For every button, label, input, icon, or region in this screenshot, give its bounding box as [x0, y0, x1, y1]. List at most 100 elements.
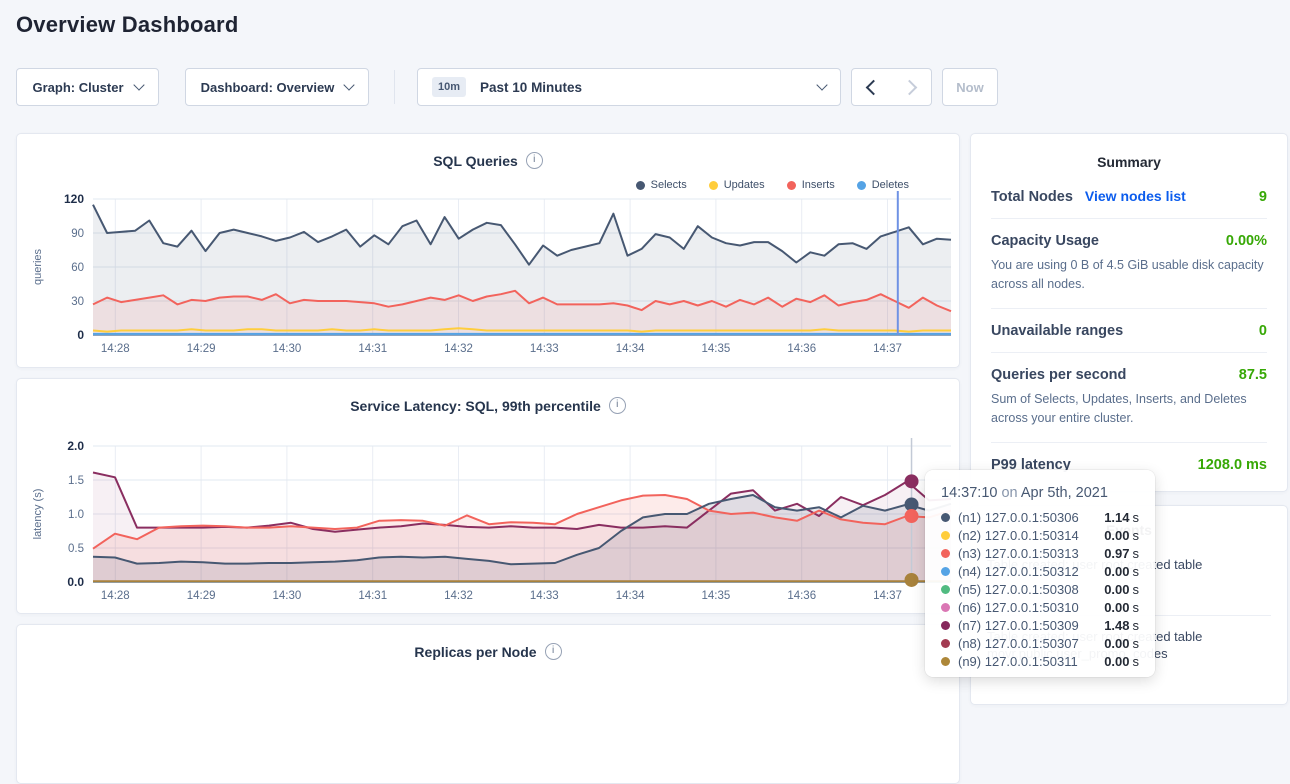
series-dot-icon	[941, 549, 950, 558]
replicas-per-node-card: Replicas per Node i	[16, 624, 960, 784]
tooltip-row: (n4) 127.0.0.1:503120.00s	[941, 562, 1139, 580]
tooltip-value: 1.48	[1104, 618, 1129, 633]
summary-value: 0	[1259, 323, 1267, 339]
tooltip-value: 0.00	[1104, 654, 1129, 669]
legend-item-selects[interactable]: Selects	[636, 179, 687, 191]
tooltip-node-address: (n4) 127.0.0.1:50312	[958, 564, 1104, 579]
tooltip-unit: s	[1133, 528, 1140, 543]
range-label: Past 10 Minutes	[480, 80, 582, 95]
summary-heading: Summary	[971, 134, 1287, 170]
summary-label: Capacity Usage	[991, 233, 1099, 249]
now-button-label: Now	[956, 80, 983, 95]
tooltip-value: 0.00	[1104, 564, 1129, 579]
tooltip-row: (n6) 127.0.0.1:503100.00s	[941, 598, 1139, 616]
svg-text:14:37: 14:37	[873, 590, 902, 602]
svg-text:14:30: 14:30	[273, 343, 302, 355]
tooltip-value: 0.00	[1104, 528, 1129, 543]
svg-text:queries: queries	[32, 248, 44, 285]
legend-label: Updates	[724, 179, 765, 191]
svg-text:14:32: 14:32	[444, 343, 473, 355]
svg-text:14:31: 14:31	[358, 590, 387, 602]
svg-text:30: 30	[71, 296, 84, 308]
series-dot-icon	[941, 657, 950, 666]
tooltip-date: Apr 5th, 2021	[1021, 485, 1108, 501]
summary-card: Summary Total NodesView nodes list9Capac…	[970, 133, 1288, 492]
svg-text:14:36: 14:36	[787, 590, 816, 602]
replicas-title: Replicas per Node i	[17, 643, 959, 660]
time-range-dropdown[interactable]: 10m Past 10 Minutes	[417, 68, 841, 106]
tooltip-row: (n2) 127.0.0.1:503140.00 s	[941, 526, 1139, 544]
tooltip-value: 0.97	[1104, 546, 1129, 561]
sql-queries-card: SQL Queries i Selects Updates Inserts Delet…	[16, 133, 960, 368]
svg-text:latency (s): latency (s)	[32, 489, 44, 540]
summary-value: 9	[1259, 189, 1267, 205]
svg-text:0: 0	[77, 328, 84, 342]
tooltip-row: (n8) 127.0.0.1:503070.00s	[941, 634, 1139, 652]
info-icon[interactable]: i	[609, 397, 626, 414]
time-next-button[interactable]	[891, 68, 932, 106]
series-dot-icon	[941, 603, 950, 612]
svg-text:14:32: 14:32	[444, 590, 473, 602]
tooltip-time: 14:37:10	[941, 485, 997, 501]
tooltip-row: (n3) 127.0.0.1:503130.97s	[941, 544, 1139, 562]
series-dot-icon	[941, 567, 950, 576]
summary-label: Unavailable ranges	[991, 323, 1123, 339]
tooltip-unit: s	[1133, 618, 1140, 633]
svg-text:90: 90	[71, 228, 84, 240]
svg-text:1.0: 1.0	[68, 509, 84, 521]
tooltip-timestamp: 14:37:10 on Apr 5th, 2021	[941, 485, 1139, 501]
summary-row-top: Queries per second87.5	[991, 367, 1267, 383]
summary-row-top: Capacity Usage 0.00%	[991, 233, 1267, 249]
series-dot-icon	[941, 513, 950, 522]
view-nodes-link[interactable]: View nodes list	[1085, 188, 1186, 204]
svg-text:60: 60	[71, 262, 84, 274]
svg-text:14:31: 14:31	[358, 343, 387, 355]
legend-item-inserts[interactable]: Inserts	[787, 179, 835, 191]
tooltip-value: 0.00	[1104, 582, 1129, 597]
tooltip-unit: s	[1133, 600, 1140, 615]
svg-text:14:28: 14:28	[101, 590, 130, 602]
now-button[interactable]: Now	[942, 68, 998, 106]
svg-text:1.5: 1.5	[68, 475, 84, 487]
info-icon[interactable]: i	[526, 152, 543, 169]
tooltip-row: (n9) 127.0.0.1:503110.00s	[941, 652, 1139, 670]
svg-text:14:30: 14:30	[273, 590, 302, 602]
graph-dropdown[interactable]: Graph: Cluster	[16, 68, 159, 106]
legend-dot-icon	[709, 181, 718, 190]
tooltip-value: 0.00	[1104, 636, 1129, 651]
tooltip-node-address: (n8) 127.0.0.1:50307	[958, 636, 1104, 651]
time-prev-button[interactable]	[851, 68, 892, 106]
chart-title-text: Replicas per Node	[414, 644, 536, 660]
summary-row: Total NodesView nodes list9	[991, 174, 1267, 219]
legend-label: Inserts	[802, 179, 835, 191]
summary-value: 0.00%	[1226, 233, 1267, 249]
graph-dropdown-label: Graph: Cluster	[32, 80, 123, 95]
chevron-left-icon	[866, 79, 882, 95]
sql-queries-chart[interactable]: 14:2814:2914:3014:3114:3214:3314:3414:35…	[29, 191, 957, 366]
service-latency-chart[interactable]: 14:2814:2914:3014:3114:3214:3314:3414:35…	[29, 438, 957, 613]
svg-text:14:35: 14:35	[702, 590, 731, 602]
tooltip-unit: s	[1133, 582, 1140, 597]
dashboard-dropdown-label: Dashboard: Overview	[201, 80, 335, 95]
tooltip-node-address: (n2) 127.0.0.1:50314	[958, 528, 1104, 543]
dashboard-dropdown[interactable]: Dashboard: Overview	[185, 68, 369, 106]
legend-label: Selects	[651, 179, 687, 191]
sql-queries-title: SQL Queries i	[17, 152, 959, 169]
info-icon[interactable]: i	[545, 643, 562, 660]
legend-item-updates[interactable]: Updates	[709, 179, 765, 191]
tooltip-value: 0.00	[1104, 600, 1129, 615]
tooltip-node-address: (n3) 127.0.0.1:50313	[958, 546, 1104, 561]
series-dot-icon	[941, 585, 950, 594]
legend-item-deletes[interactable]: Deletes	[857, 179, 909, 191]
summary-row: Capacity Usage0.00%You are using 0 B of …	[991, 219, 1267, 309]
summary-rows: Total NodesView nodes list9Capacity Usag…	[971, 170, 1287, 486]
svg-text:14:29: 14:29	[187, 343, 216, 355]
svg-text:14:29: 14:29	[187, 590, 216, 602]
svg-text:14:28: 14:28	[101, 343, 130, 355]
svg-text:14:36: 14:36	[787, 343, 816, 355]
tooltip-sep: on	[997, 485, 1020, 501]
tooltip-rows: (n1) 127.0.0.1:503061.14s(n2) 127.0.0.1:…	[941, 508, 1139, 670]
summary-desc: Sum of Selects, Updates, Inserts, and De…	[991, 390, 1267, 429]
series-dot-icon	[941, 621, 950, 630]
series-dot-icon	[941, 531, 950, 540]
